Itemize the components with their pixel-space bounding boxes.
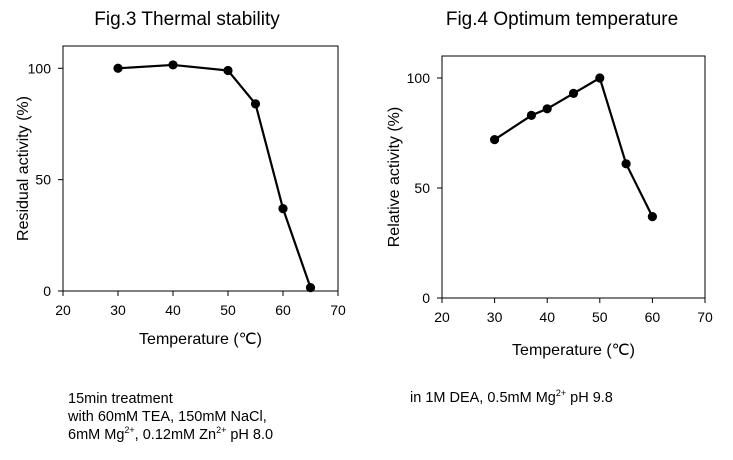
superscript-charge: 2+ [124, 425, 135, 435]
fig3-title: Fig.3 Thermal stability [94, 9, 280, 30]
fig3-plot-frame [62, 45, 339, 292]
fig4-data-point [490, 135, 500, 145]
fig3-data-point [278, 203, 288, 214]
fig3-y-tick-label: 100 [28, 60, 52, 76]
fig4-chart: Fig.4 Optimum temperature 20 30 40 50 60 70 0 50… [386, 9, 713, 359]
fig4-plot-frame [441, 55, 706, 299]
fig3-y-tick-label: 50 [35, 172, 51, 188]
fig4-y-axis-label: Relative activity (%) [386, 107, 403, 247]
fig3-data-point [113, 63, 123, 73]
fig3-x-tick-label: 50 [220, 302, 236, 318]
fig4-data-point [568, 88, 579, 98]
fig4-y-tick-label: 0 [422, 290, 430, 306]
fig3-x-tick-label: 40 [165, 302, 181, 318]
fig4-x-tick-label: 20 [434, 309, 450, 325]
fig3-data-point [250, 99, 261, 109]
fig4-data-point [526, 110, 537, 120]
fig4-y-tick-label: 100 [407, 70, 431, 86]
fig4-x-tick-label: 30 [487, 309, 503, 325]
fig3-x-tick-label: 20 [55, 302, 71, 318]
fig3-x-axis-label: Temperature (℃) [139, 331, 262, 348]
fig4-x-tick-label: 40 [539, 309, 555, 325]
note-text: pH 8.0 [226, 427, 274, 443]
fig4-x-axis-label: Temperature (℃) [512, 342, 635, 359]
superscript-charge: 2+ [216, 425, 227, 435]
note-text: , 0.12mM Zn [134, 427, 217, 443]
fig3-chart: Fig.3 Thermal stability 20 30 40 50 60 70 0 50 10… [15, 9, 346, 348]
fig3-y-tick-label: 0 [43, 283, 51, 299]
fig3-x-tick-label: 30 [110, 302, 126, 318]
fig4-x-tick-label: 50 [592, 309, 608, 325]
note-text: with 60mM TEA, 150mM NaCl, [68, 409, 267, 425]
fig4-title: Fig.4 Optimum temperature [446, 9, 678, 30]
fig3-x-tick-label: 60 [275, 302, 291, 318]
fig3-x-tick-label: 70 [330, 302, 346, 318]
fig3-y-axis-label: Residual activity (%) [15, 96, 32, 241]
note-text: in 1M DEA, 0.5mM Mg [410, 390, 556, 406]
superscript-charge: 2+ [555, 388, 567, 398]
fig3-note-line: 15min treatment [68, 390, 273, 408]
fig4-note-line: in 1M DEA, 0.5mM Mg2+ pH 9.8 [410, 389, 613, 407]
fig3-data-point [305, 283, 316, 293]
fig3-series-line [117, 63, 312, 289]
fig4-data-point [595, 73, 605, 83]
fig4-y-tick-label: 50 [414, 180, 430, 196]
fig3-data-point [223, 65, 233, 76]
fig4-x-tick-label: 60 [645, 309, 661, 325]
fig4-conditions-note: in 1M DEA, 0.5mM Mg2+ pH 9.8 [410, 389, 613, 407]
fig3-data-point [168, 60, 178, 70]
fig3-note-line: 6mM Mg2+, 0.12mM Zn2+ pH 8.0 [68, 426, 273, 444]
fig3-conditions-note: 15min treatment with 60mM TEA, 150mM NaCl… [68, 390, 273, 444]
fig3-note-line: with 60mM TEA, 150mM NaCl, [68, 408, 273, 426]
fig4-series-line [493, 76, 654, 218]
note-text: pH 9.8 [566, 390, 613, 406]
fig4-data-point [542, 104, 552, 114]
note-text: 6mM Mg [68, 427, 125, 443]
note-text: 15min treatment [68, 391, 173, 407]
fig4-data-point [621, 159, 631, 169]
fig4-data-point [647, 212, 658, 222]
fig4-x-tick-label: 70 [697, 309, 713, 325]
